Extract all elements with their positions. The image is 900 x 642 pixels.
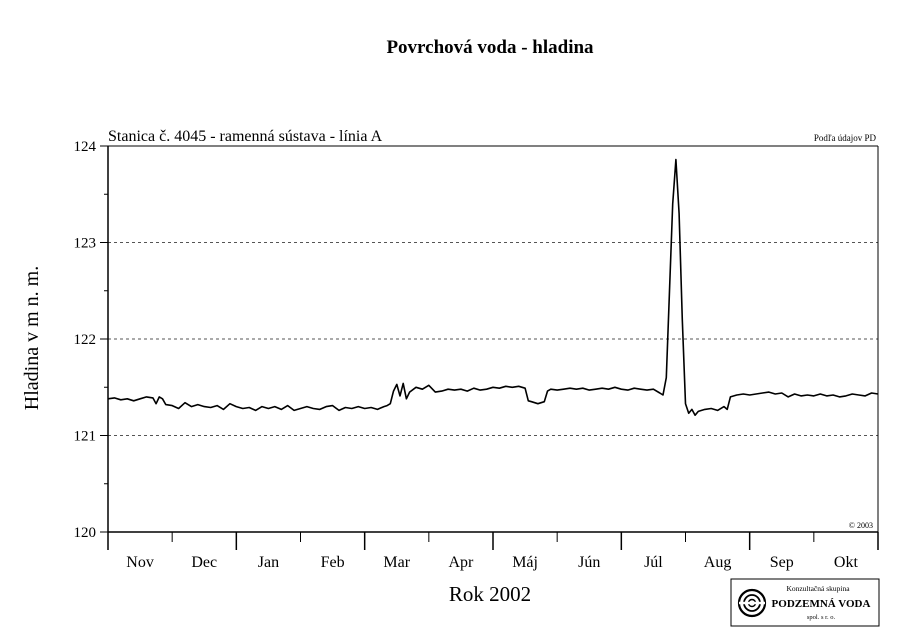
copyright-note: © 2003 <box>849 521 873 530</box>
y-tick-label: 123 <box>74 236 97 252</box>
y-tick-label: 124 <box>74 139 97 155</box>
x-tick-label: Sep <box>770 554 794 571</box>
y-tick-labels: 120 121 122 123 124 <box>74 139 97 541</box>
x-tick-label: Dec <box>191 554 217 571</box>
source-note: Podľa údajov PD <box>814 133 877 143</box>
x-tick-label: Nov <box>126 554 154 571</box>
axes <box>100 145 879 550</box>
chart-title: Povrchová voda - hladina <box>386 37 594 58</box>
x-tick-labels: Nov Dec Jan Feb Mar Apr Máj Jún Júl Aug Sep Okt <box>126 554 858 571</box>
x-tick-label: Feb <box>321 554 345 571</box>
series-line-0 <box>107 158 879 417</box>
y-tick-label: 121 <box>74 429 97 445</box>
chart-subtitle: Stanica č. 4045 - ramenná sústava - líni… <box>108 128 383 145</box>
x-tick-label: Máj <box>512 554 538 571</box>
y-tick-label: 122 <box>74 332 97 348</box>
x-tick-label: Jan <box>258 554 279 571</box>
logo-bottom-text: spol. s r. o. <box>807 614 836 621</box>
x-tick-label: Júl <box>644 554 663 571</box>
series-layer <box>107 158 879 417</box>
y-tick-label: 120 <box>74 525 97 541</box>
gridlines <box>108 242 878 436</box>
logo-name: PODZEMNÁ VODA <box>772 598 871 610</box>
x-tick-label: Mar <box>383 554 410 571</box>
y-axis-label: Hladina v m n. m. <box>21 266 43 410</box>
x-tick-label: Apr <box>448 554 474 571</box>
company-logo: Konzultačná skupina PODZEMNÁ VODA spol. … <box>730 578 880 627</box>
x-tick-label: Aug <box>704 554 732 571</box>
logo-top-text: Konzultačná skupina <box>786 584 850 593</box>
x-axis-label: Rok 2002 <box>449 582 531 606</box>
x-tick-label: Okt <box>834 554 859 571</box>
x-tick-label: Jún <box>578 554 600 571</box>
logo-emblem-icon <box>737 588 767 618</box>
